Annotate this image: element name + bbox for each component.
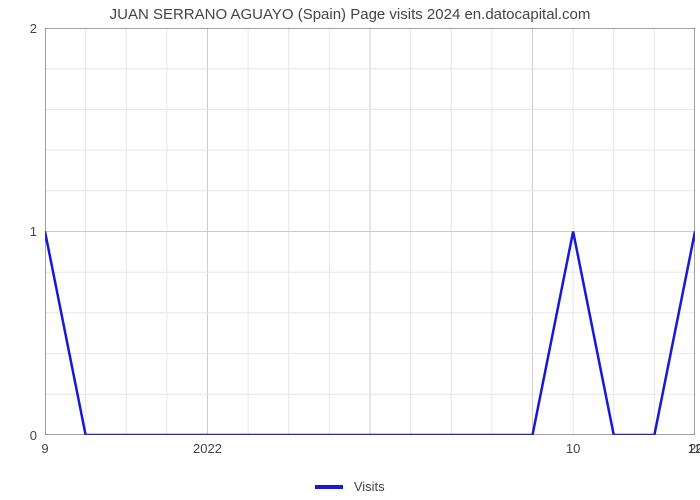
x-tick-label: 2022 (193, 441, 222, 456)
chart-container: JUAN SERRANO AGUAYO (Spain) Page visits … (0, 0, 700, 500)
legend: Visits (0, 478, 700, 496)
chart-title: JUAN SERRANO AGUAYO (Spain) Page visits … (0, 6, 700, 23)
x-tick-label: 9 (41, 441, 48, 456)
y-tick-label: 2 (30, 21, 37, 36)
y-tick-label: 1 (30, 224, 37, 239)
plot-area (45, 28, 695, 435)
x-tick-label: 202 (689, 441, 700, 456)
legend-label: Visits (354, 479, 385, 494)
y-tick-label: 0 (30, 428, 37, 443)
x-tick-label: 10 (566, 441, 580, 456)
legend-swatch-icon (315, 485, 343, 489)
